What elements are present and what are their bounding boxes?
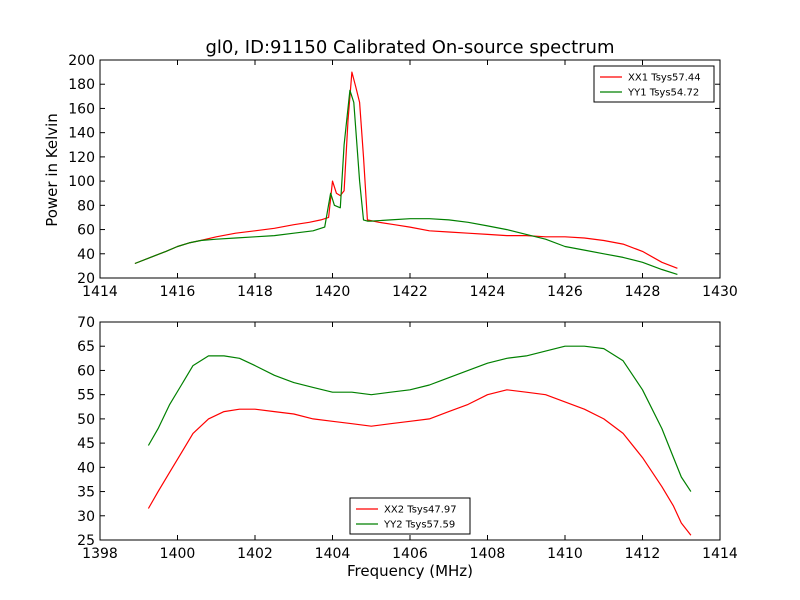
bottom-plot: 1398 1400 1402 1404 1406 1408 1410 1412 1414 25 30…: [77, 315, 738, 562]
top-legend-label-1: XX1 Tsys57.44: [628, 73, 701, 84]
bottom-x-tick-label: 1404: [315, 546, 351, 562]
y-axis-label: Power in Kelvin: [43, 113, 61, 227]
top-x-tick-label: 1418: [237, 284, 273, 300]
top-y-tick-label: 120: [68, 150, 95, 166]
top-y-tick-label: 100: [68, 174, 95, 190]
bottom-y-tick-label: 35: [77, 485, 95, 501]
bottom-series-line-1: [147, 389, 692, 536]
bottom-y-tick-label: 65: [77, 339, 95, 355]
bottom-y-tick-label: 70: [77, 315, 95, 331]
bottom-y-tick-label: 60: [77, 363, 95, 379]
bottom-y-tick-label: 25: [77, 533, 95, 549]
top-x-tick-label: 1430: [702, 284, 738, 300]
top-x-tick-label: 1426: [547, 284, 583, 300]
bottom-x-tick-label: 1410: [547, 546, 583, 562]
bottom-y-tick-label: 45: [77, 436, 95, 452]
top-x-tick-label: 1420: [315, 284, 351, 300]
top-series-line-2: [134, 89, 678, 275]
bottom-series-line-2: [147, 345, 692, 492]
top-x-tick-label: 1414: [82, 284, 118, 300]
top-y-tick-label: 80: [77, 198, 95, 214]
top-y-tick-label: 20: [77, 271, 95, 287]
bottom-y-tick-label: 40: [77, 460, 95, 476]
top-y-tick-label: 160: [68, 101, 95, 117]
bottom-x-tick-label: 1398: [82, 546, 118, 562]
bottom-y-tick-label: 50: [77, 412, 95, 428]
top-legend-box: [593, 65, 715, 103]
x-axis-label: Frequency (MHz): [347, 562, 473, 580]
top-x-tick-label: 1424: [470, 284, 506, 300]
top-plot: 1414 1416 1418 1420 1422 1424 1426 1428 1430 20 40…: [68, 53, 738, 300]
bottom-x-tick-label: 1406: [392, 546, 428, 562]
top-legend-label-2: YY1 Tsys54.72: [627, 88, 699, 99]
top-x-tick-label: 1428: [625, 284, 661, 300]
bottom-legend: XX2 Tsys47.97 YY2 Tsys57.59: [349, 497, 471, 535]
top-x-tick-label: 1422: [392, 284, 428, 300]
bottom-x-tick-label: 1400: [160, 546, 196, 562]
bottom-legend-label-1: XX2 Tsys47.97: [384, 505, 457, 516]
top-series-line-1: [134, 71, 678, 269]
figure-title: gl0, ID:91150 Calibrated On-source spect…: [205, 37, 614, 58]
bottom-y-tick-label: 30: [77, 509, 95, 525]
bottom-y-tick-label: 55: [77, 388, 95, 404]
top-y-tick-label: 200: [68, 53, 95, 69]
top-y-tick-label: 180: [68, 77, 95, 93]
bottom-x-tick-label: 1414: [702, 546, 738, 562]
bottom-legend-box: [349, 497, 471, 535]
top-y-tick-label: 40: [77, 247, 95, 263]
bottom-x-tick-label: 1412: [625, 546, 661, 562]
top-x-tick-label: 1416: [160, 284, 196, 300]
bottom-legend-label-2: YY2 Tsys57.59: [383, 520, 455, 531]
top-y-tick-label: 140: [68, 126, 95, 142]
top-y-tick-label: 60: [77, 223, 95, 239]
top-legend: XX1 Tsys57.44 YY1 Tsys54.72: [593, 65, 715, 103]
bottom-x-tick-label: 1408: [470, 546, 506, 562]
bottom-x-tick-label: 1402: [237, 546, 273, 562]
